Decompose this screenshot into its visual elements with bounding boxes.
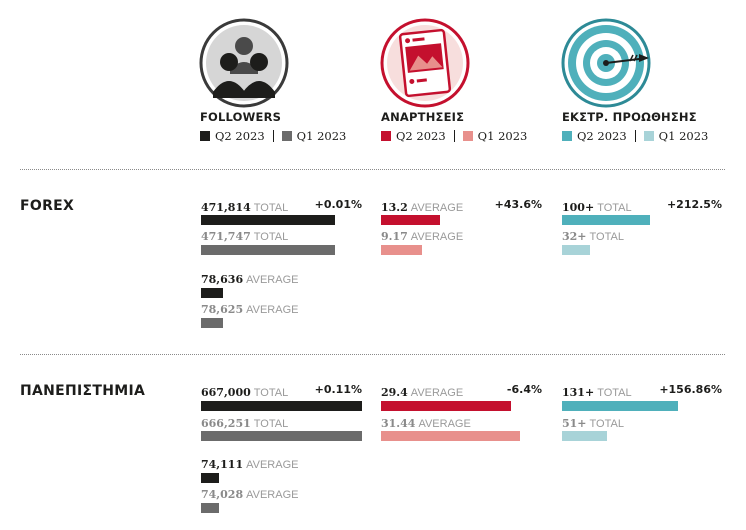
uni-promo-q2-bar — [562, 401, 678, 411]
uni-followers-total-q1-label: 666,251 TOTAL — [201, 417, 288, 431]
value: 13.2 — [381, 201, 408, 214]
legend-label-q1: Q1 2023 — [296, 129, 347, 143]
uni-posts-q2-bar — [381, 401, 512, 411]
uni-followers-avg-q1-bar — [201, 503, 219, 513]
legend-label-q1: Q1 2023 — [658, 129, 709, 143]
forex-promo-q2-bar — [562, 215, 651, 225]
section-divider — [20, 169, 725, 170]
forex-followers-total-q2-bar — [201, 215, 336, 225]
forex-followers-avg-q2-bar — [201, 288, 224, 298]
value: 9.17 — [381, 230, 408, 243]
legend-label-q2: Q2 2023 — [396, 129, 446, 143]
forex-followers-total-q1-label: 471,747 TOTAL — [201, 230, 288, 244]
unit: TOTAL — [253, 231, 289, 243]
value: 471,747 — [201, 230, 251, 243]
forex-followers-change: +0.01% — [314, 198, 362, 211]
value: 100+ — [562, 201, 595, 214]
posts-title: ΑΝΑΡΤΗΣΕΙΣ — [381, 110, 465, 124]
uni-promo-q2-label: 131+ TOTAL — [562, 386, 632, 400]
uni-followers-change: +0.11% — [314, 383, 362, 396]
uni-followers-avg-q2-label: 74,111 AVERAGE — [201, 458, 298, 472]
value: 74,111 — [201, 458, 244, 471]
legend-label-q2: Q2 2023 — [577, 129, 627, 143]
uni-followers-total-q1-bar — [201, 431, 362, 441]
row-label-forex: FOREX — [20, 198, 75, 214]
forex-promo-q1-bar — [562, 245, 591, 255]
value: 131+ — [562, 386, 595, 399]
uni-promo-change: +156.86% — [659, 383, 722, 396]
value: 78,625 — [201, 303, 244, 316]
uni-posts-q2-label: 29.4 AVERAGE — [381, 386, 463, 400]
unit: TOTAL — [253, 202, 289, 214]
forex-posts-q2-bar — [381, 215, 440, 225]
promo-legend: Q2 2023 Q1 2023 — [562, 129, 708, 143]
promo-title: ΕΚΣΤΡ. ΠΡΟΩΘΗΣΗΣ — [562, 110, 697, 124]
section-divider — [20, 354, 725, 355]
legend-separator — [453, 130, 455, 142]
post-image-icon — [380, 18, 470, 108]
users-icon — [199, 18, 289, 108]
value: 29.4 — [381, 386, 408, 399]
unit: AVERAGE — [410, 387, 464, 399]
unit: TOTAL — [589, 418, 624, 430]
followers-legend: Q2 2023 Q1 2023 — [200, 129, 346, 143]
legend-swatch-q2 — [381, 131, 391, 141]
forex-posts-q1-label: 9.17 AVERAGE — [381, 230, 463, 244]
forex-followers-avg-q2-label: 78,636 AVERAGE — [201, 273, 298, 287]
forex-posts-q2-label: 13.2 AVERAGE — [381, 201, 463, 215]
value: 78,636 — [201, 273, 244, 286]
value: 471,814 — [201, 201, 251, 214]
forex-followers-total-q2-label: 471,814 TOTAL — [201, 201, 288, 215]
uni-posts-q1-label: 31.44 AVERAGE — [381, 417, 471, 431]
legend-swatch-q1 — [281, 131, 292, 141]
forex-followers-avg-q1-bar — [201, 318, 224, 328]
uni-posts-change: -6.4% — [506, 383, 542, 396]
forex-promo-change: +212.5% — [666, 198, 722, 211]
unit: AVERAGE — [246, 489, 299, 501]
legend-swatch-q2 — [562, 131, 572, 141]
uni-followers-total-q2-label: 667,000 TOTAL — [201, 386, 288, 400]
posts-legend: Q2 2023 Q1 2023 — [381, 129, 527, 143]
legend-swatch-q1 — [462, 131, 473, 141]
row-label-universities: ΠΑΝΕΠΙΣΤΗΜΙΑ — [20, 383, 146, 399]
unit: AVERAGE — [246, 304, 299, 316]
value: 667,000 — [201, 386, 251, 399]
uni-followers-total-q2-bar — [201, 401, 362, 411]
target-icon — [561, 18, 651, 108]
value: 32+ — [562, 230, 587, 243]
uni-posts-q1-bar — [381, 431, 521, 441]
forex-promo-q2-label: 100+ TOTAL — [562, 201, 632, 215]
forex-promo-q1-label: 32+ TOTAL — [562, 230, 624, 244]
unit: TOTAL — [253, 387, 289, 399]
uni-followers-avg-q2-bar — [201, 473, 219, 483]
unit: AVERAGE — [418, 418, 471, 430]
legend-separator — [634, 130, 636, 142]
unit: TOTAL — [597, 202, 632, 214]
value: 666,251 — [201, 417, 251, 430]
unit: AVERAGE — [410, 231, 464, 243]
value: 51+ — [562, 417, 587, 430]
legend-swatch-q2 — [200, 131, 210, 141]
unit: AVERAGE — [246, 459, 299, 471]
value: 74,028 — [201, 488, 244, 501]
uni-followers-avg-q1-label: 74,028 AVERAGE — [201, 488, 298, 502]
uni-promo-q1-bar — [562, 431, 608, 441]
forex-followers-avg-q1-label: 78,625 AVERAGE — [201, 303, 298, 317]
forex-followers-total-q1-bar — [201, 245, 336, 255]
legend-label-q1: Q1 2023 — [477, 129, 528, 143]
unit: AVERAGE — [410, 202, 464, 214]
forex-posts-q1-bar — [381, 245, 422, 255]
value: 31.44 — [381, 417, 416, 430]
legend-separator — [272, 130, 274, 142]
forex-posts-change: +43.6% — [494, 198, 542, 211]
uni-promo-q1-label: 51+ TOTAL — [562, 417, 624, 431]
unit: TOTAL — [589, 231, 624, 243]
unit: TOTAL — [597, 387, 632, 399]
followers-title: FOLLOWERS — [200, 110, 282, 124]
unit: AVERAGE — [246, 274, 299, 286]
unit: TOTAL — [253, 418, 289, 430]
legend-swatch-q1 — [643, 131, 654, 141]
legend-label-q2: Q2 2023 — [215, 129, 265, 143]
